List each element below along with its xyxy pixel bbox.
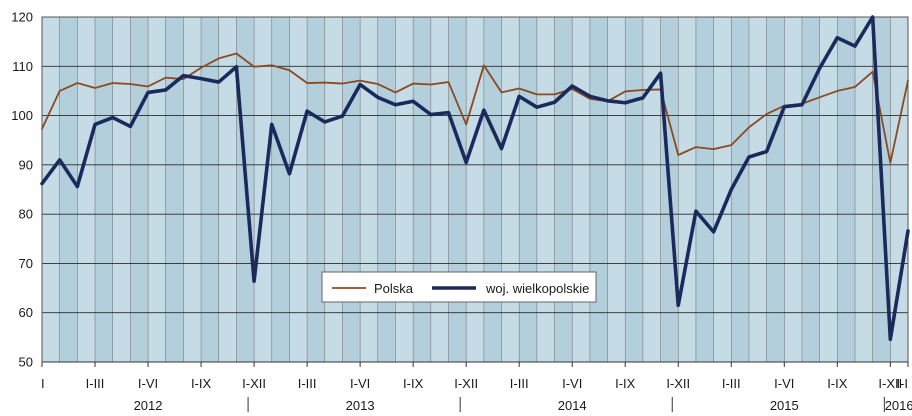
plot-band <box>466 17 484 362</box>
plot-band <box>77 17 96 362</box>
x-tick-label: I-VI <box>774 376 794 391</box>
year-label: 2014 <box>558 398 587 413</box>
x-tick-label: I-XII <box>242 376 266 391</box>
plot-band <box>430 17 449 362</box>
plot-band <box>536 17 555 362</box>
plot-band <box>342 17 361 362</box>
x-tick-label: I-XII <box>454 376 478 391</box>
y-tick-label: 90 <box>19 157 33 172</box>
x-tick-label: I-VI <box>138 376 158 391</box>
x-tick-label: I <box>41 376 45 391</box>
plot-band <box>165 17 184 362</box>
plot-band <box>130 17 149 362</box>
legend-label-wielkopolskie: woj. wielkopolskie <box>485 281 589 296</box>
plot-band <box>890 17 908 362</box>
plot-band <box>748 17 767 362</box>
x-tick-label: I-IX <box>827 376 848 391</box>
year-label: 2015 <box>770 398 799 413</box>
plot-band <box>572 17 590 362</box>
plot-band <box>112 17 131 362</box>
plot-band <box>501 17 520 362</box>
x-tick-label: I-XII <box>878 376 902 391</box>
x-tick-label: I-III <box>298 376 317 391</box>
plot-band <box>554 17 573 362</box>
plot-band <box>360 17 378 362</box>
year-labels: 2012 2013 2014 2015 2016 <box>134 397 912 413</box>
x-tick-label: I-III <box>510 376 529 391</box>
plot-background-bands <box>42 17 908 362</box>
plot-band <box>395 17 414 362</box>
y-tick-label: 100 <box>11 108 33 123</box>
plot-band <box>837 17 855 362</box>
plot-band <box>589 17 608 362</box>
plot-band <box>854 17 873 362</box>
plot-band <box>448 17 467 362</box>
plot-band <box>183 17 202 362</box>
plot-band <box>766 17 785 362</box>
x-tick-label: I-IX <box>615 376 636 391</box>
y-tick-label: 60 <box>19 305 33 320</box>
plot-band <box>801 17 820 362</box>
year-label: 2012 <box>134 398 163 413</box>
plot-band <box>42 17 60 362</box>
legend-label-polska: Polska <box>374 281 414 296</box>
y-tick-label: 110 <box>12 59 33 74</box>
series-lines <box>40 15 910 342</box>
x-tick-label: I-VI <box>350 376 370 391</box>
y-tick-label: 70 <box>19 256 33 271</box>
x-tick-label: I-IX <box>403 376 424 391</box>
plot-band <box>271 17 290 362</box>
plot-band <box>307 17 325 362</box>
series-line-wielkopolskie <box>40 15 910 342</box>
plot-band <box>607 17 626 362</box>
plot-band <box>713 17 732 362</box>
plot-band <box>201 17 219 362</box>
plot-band <box>377 17 396 362</box>
grid-lines <box>42 17 908 362</box>
plot-band <box>678 17 696 362</box>
plot-band <box>642 17 661 362</box>
x-tick-label: I-III <box>722 376 741 391</box>
plot-band <box>148 17 166 362</box>
y-axis: 50 60 70 80 90 100 110 120 <box>11 10 33 370</box>
x-tick-label: I-I <box>896 376 908 391</box>
plot-band <box>218 17 237 362</box>
x-tick-label: I-VI <box>562 376 582 391</box>
plot-band <box>819 17 838 362</box>
plot-band <box>784 17 802 362</box>
x-tick-label: I-XII <box>666 376 690 391</box>
y-tick-label: 80 <box>19 207 33 222</box>
plot-band <box>695 17 714 362</box>
legend: Polska woj. wielkopolskie <box>321 271 597 303</box>
x-tick-label: I-IX <box>191 376 212 391</box>
plot-band <box>289 17 308 362</box>
plot-band <box>324 17 343 362</box>
x-axis: I I-III I-VI I-IX I-XII I-III I-VI I-IX I-XII I-I… <box>41 361 909 391</box>
y-tick-label: 50 <box>19 355 33 370</box>
plot-band <box>95 17 113 362</box>
plot-band <box>731 17 749 362</box>
plot-band <box>59 17 78 362</box>
y-tick-label: 120 <box>11 10 33 25</box>
x-tick-label: I-III <box>86 376 105 391</box>
year-label: 2013 <box>346 398 375 413</box>
year-label: 2016 <box>885 398 912 413</box>
plot-band <box>519 17 537 362</box>
plot-band <box>413 17 431 362</box>
plot-band <box>625 17 643 362</box>
